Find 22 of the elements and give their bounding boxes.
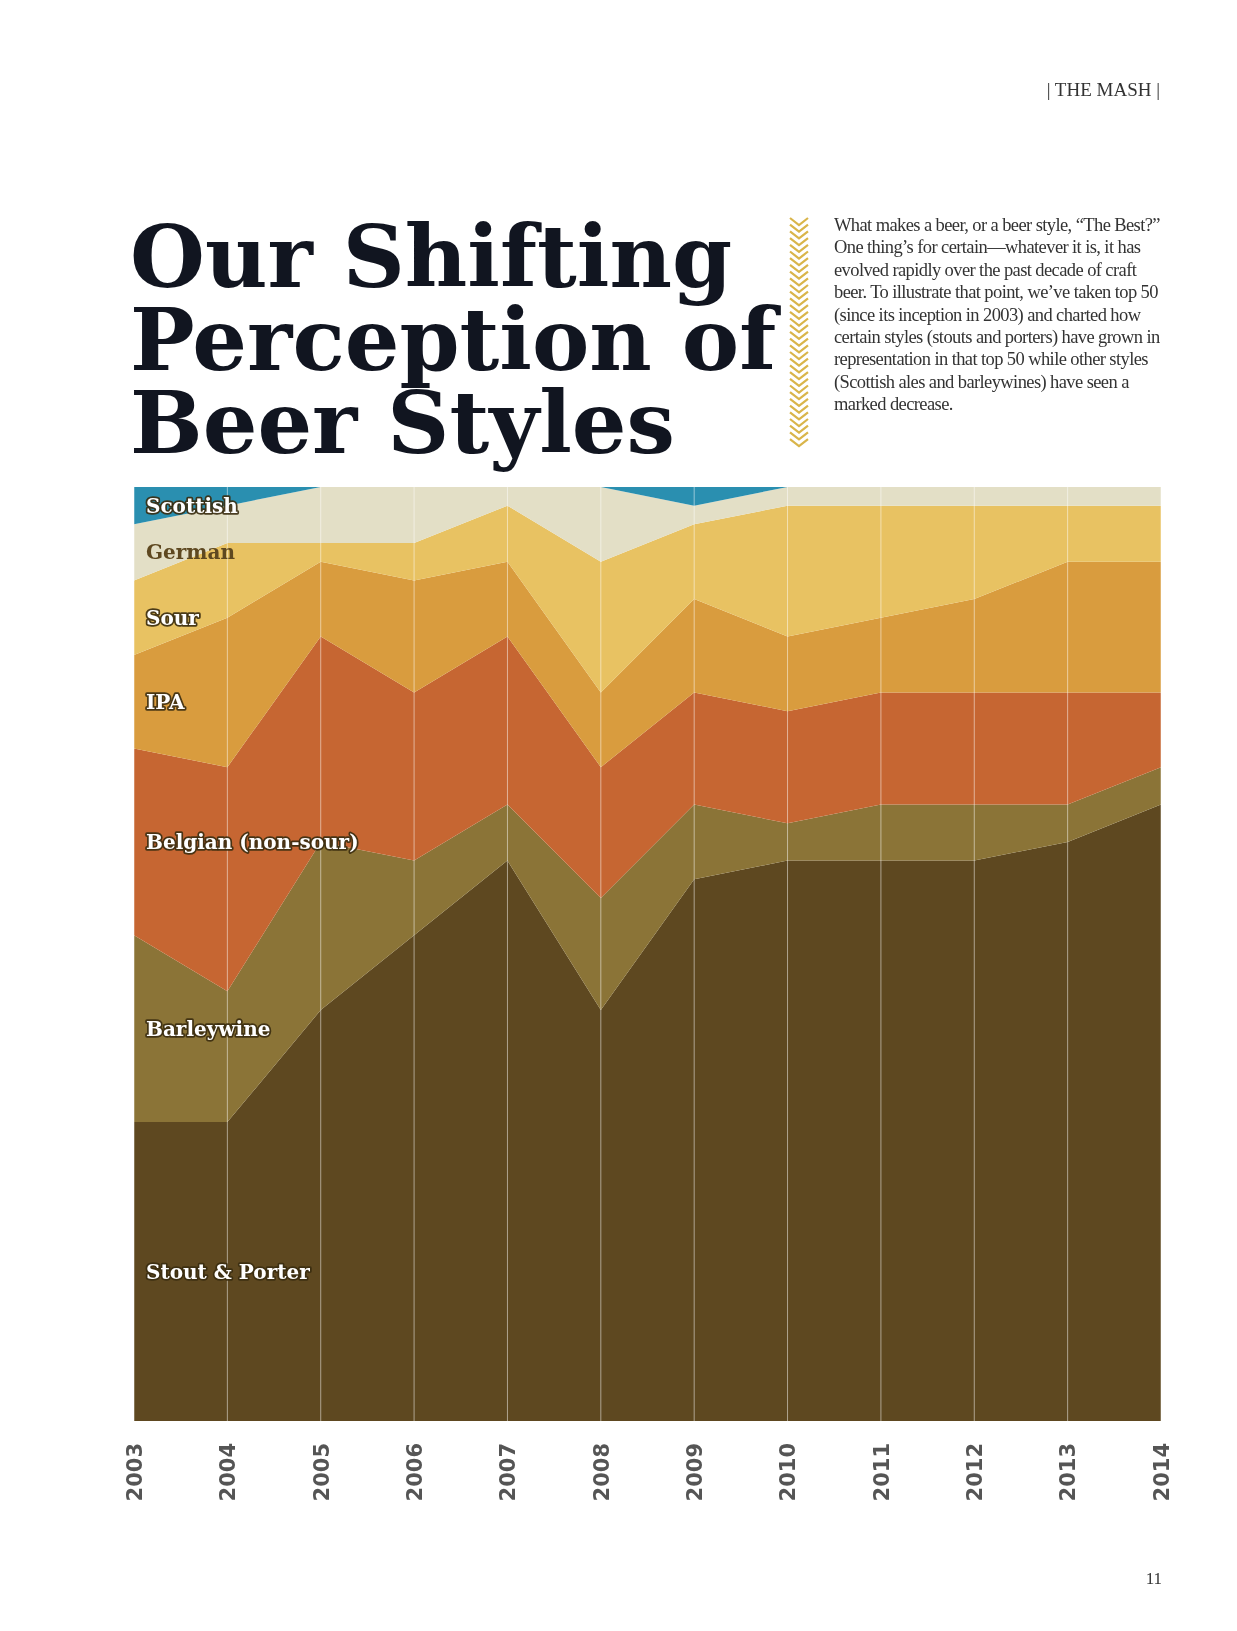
x-tick-label: 2009: [683, 1443, 708, 1502]
series-label: Sour: [146, 605, 200, 630]
text: 11: [1145, 1569, 1162, 1588]
x-tick-label: 2006: [402, 1443, 427, 1502]
x-tick-label: 2005: [309, 1443, 334, 1502]
chart-title: Our Shifting Perception of Beer Styles: [130, 206, 782, 473]
series-label: Stout & Porter: [146, 1259, 311, 1284]
x-tick-label: 2013: [1056, 1443, 1081, 1502]
text: | THE MASH |: [1046, 79, 1160, 100]
series-label: Belgian (non-sour): [146, 829, 359, 854]
x-tick-label: 2011: [869, 1443, 894, 1502]
x-tick-label: 2008: [589, 1443, 614, 1502]
x-tick-label: 2010: [776, 1443, 801, 1502]
x-tick-label: 2004: [216, 1443, 241, 1502]
text: What makes a beer, or a beer style, “The Best?” One thing’s for certain—whatever it is, it has evolved rapidly over the past decade of craft beer. To illustrate that point, we’ve taken top 50 (since its inception in 2003) and charted how certain styles (stouts and porters) have grown in representation in that top 50 while other styles (Scottish ales and barleywines) have seen a marked decrease.: [834, 215, 1160, 415]
x-tick-label: 2014: [1149, 1443, 1174, 1502]
x-tick-label: 2003: [122, 1443, 147, 1502]
x-tick-label: 2007: [496, 1443, 521, 1502]
x-tick-label: 2012: [963, 1443, 988, 1502]
series-label: Barleywine: [146, 1016, 271, 1041]
series-label: Scottish: [146, 493, 239, 518]
series-label: IPA: [146, 689, 185, 714]
